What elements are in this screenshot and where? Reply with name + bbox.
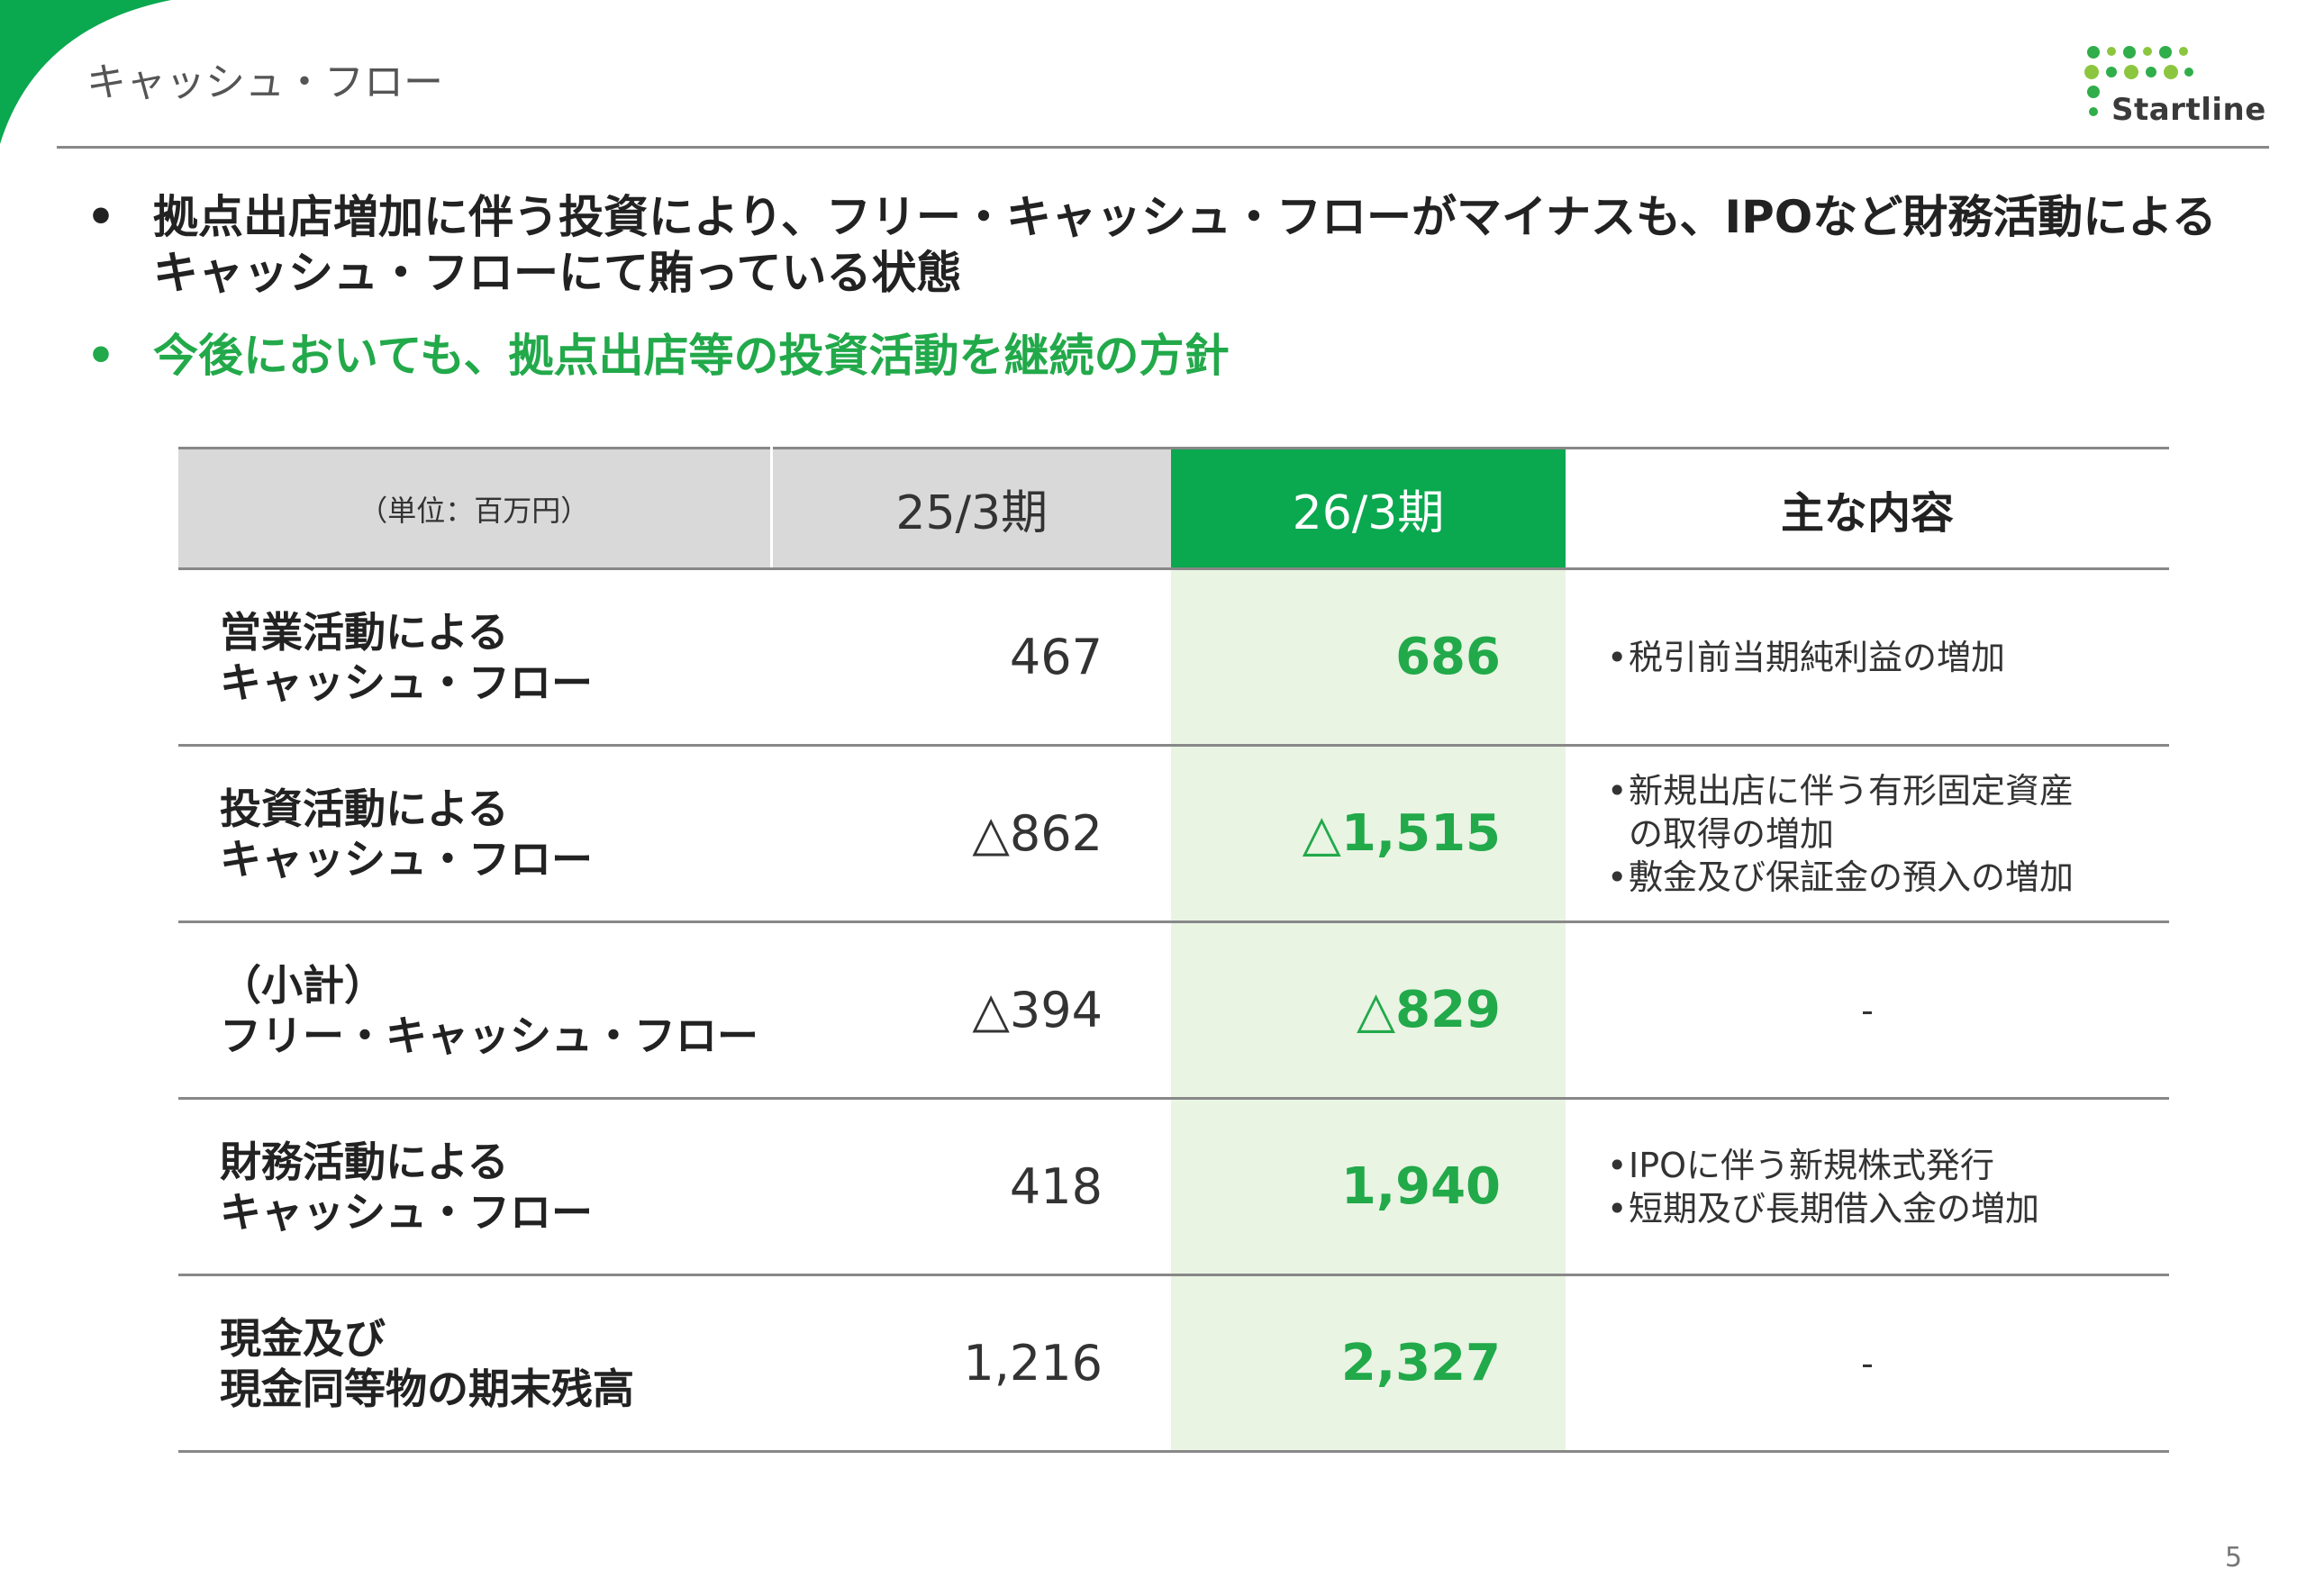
unit-label: （単位：百万円） [178, 447, 773, 570]
note-line: • 新規出店に伴う有形固定資産 [1607, 769, 2169, 812]
note-line: の取得の増加 [1607, 812, 2169, 856]
table-row: 営業活動による キャッシュ・フロー 467 686 • 税引前当期純利益の増加 [178, 568, 2169, 747]
row-label-line: 投資活動による [220, 784, 509, 833]
row-notes: • 税引前当期純利益の増加 [1566, 568, 2169, 747]
row-label-line: 財務活動による [220, 1137, 509, 1186]
bullet-marker: • [86, 330, 115, 382]
header-divider [57, 146, 2269, 149]
note-text: 敷金及び保証金の預入の増加 [1629, 857, 2074, 897]
value-current: △1,515 [1171, 745, 1566, 923]
note-marker: • [1607, 1145, 1628, 1185]
value-prev: 1,216 [771, 1274, 1171, 1453]
decorative-corner-arc [0, 0, 171, 144]
value-current: 686 [1171, 568, 1566, 747]
row-label-line: （小計） [220, 960, 386, 1010]
bullet-text: 拠点出店増加に伴う投資により、フリー・キャッシュ・フローがマイナスも、IPOなど… [153, 191, 2217, 299]
table-row: 投資活動による キャッシュ・フロー △862 △1,515 • 新規出店に伴う有形… [178, 745, 2169, 923]
value-prev: △862 [771, 745, 1171, 923]
note-line: • 税引前当期純利益の増加 [1607, 636, 2169, 679]
value-current: △829 [1171, 921, 1566, 1100]
note-line: • 敷金及び保証金の預入の増加 [1607, 856, 2169, 899]
note-text: IPOに伴う新規株式発行 [1629, 1145, 1995, 1185]
bullet-marker: • [86, 191, 115, 243]
row-notes-empty: - [1566, 921, 2169, 1100]
table-row: 財務活動による キャッシュ・フロー 418 1,940 • IPOに伴う新規株式発… [178, 1098, 2169, 1276]
table-row: （小計） フリー・キャッシュ・フロー △394 △829 - [178, 921, 2169, 1100]
note-text: の取得の増加 [1629, 813, 1835, 854]
value-current: 1,940 [1171, 1098, 1566, 1276]
note-marker: • [1607, 637, 1628, 677]
row-label-line: キャッシュ・フロー [220, 1187, 593, 1237]
table-header-row: （単位：百万円） 25/3期 26/3期 主な内容 [178, 447, 2169, 570]
row-label-line: 現金及び [220, 1313, 386, 1363]
value-current: 2,327 [1171, 1274, 1566, 1453]
note-text: 税引前当期純利益の増加 [1629, 637, 2006, 677]
row-label-line: 営業活動による [220, 607, 509, 657]
logo-dots-icon [2084, 46, 2193, 116]
cash-flow-table: （単位：百万円） 25/3期 26/3期 主な内容 営業活動による キャッシュ・… [178, 447, 2169, 1453]
row-label-line: キャッシュ・フロー [220, 657, 593, 707]
page-number: 5 [2225, 1542, 2243, 1573]
row-notes: • 新規出店に伴う有形固定資産 の取得の増加 • 敷金及び保証金の預入の増加 [1566, 745, 2169, 923]
summary-bullet: • 拠点出店増加に伴う投資により、フリー・キャッシュ・フローがマイナスも、IPO… [86, 189, 2239, 301]
logo-text: Startline [2111, 92, 2266, 128]
row-label: 財務活動による キャッシュ・フロー [178, 1098, 771, 1276]
note-marker: • [1607, 1188, 1628, 1229]
value-prev: △394 [771, 921, 1171, 1100]
row-label-line: 現金同等物の期末残高 [220, 1364, 634, 1413]
row-notes: • IPOに伴う新規株式発行 • 短期及び長期借入金の増加 [1566, 1098, 2169, 1276]
row-label: （小計） フリー・キャッシュ・フロー [178, 921, 771, 1100]
table-row: 現金及び 現金同等物の期末残高 1,216 2,327 - [178, 1274, 2169, 1453]
note-marker: • [1607, 857, 1628, 897]
note-line: • 短期及び長期借入金の増加 [1607, 1187, 2169, 1230]
page-title: キャッシュ・フロー [86, 59, 443, 105]
value-prev: 418 [771, 1098, 1171, 1276]
column-header-prev: 25/3期 [771, 447, 1171, 570]
column-header-notes: 主な内容 [1566, 447, 2169, 570]
row-label: 投資活動による キャッシュ・フロー [178, 745, 771, 923]
startline-logo: Startline [2081, 43, 2265, 133]
note-marker: • [1607, 770, 1628, 811]
row-label-line: キャッシュ・フロー [220, 834, 593, 884]
bullet-text: 今後においても、拠点出店等の投資活動を継続の方針 [153, 330, 1230, 382]
row-label: 現金及び 現金同等物の期末残高 [178, 1274, 771, 1453]
note-line: • IPOに伴う新規株式発行 [1607, 1144, 2169, 1187]
row-notes-empty: - [1566, 1274, 2169, 1453]
summary-bullets: • 拠点出店増加に伴う投資により、フリー・キャッシュ・フローがマイナスも、IPO… [86, 189, 2239, 384]
summary-bullet-highlight: • 今後においても、拠点出店等の投資活動を継続の方針 [86, 328, 2239, 384]
note-text: 新規出店に伴う有形固定資産 [1629, 770, 2074, 811]
row-label-line: フリー・キャッシュ・フロー [220, 1011, 758, 1060]
column-header-current: 26/3期 [1171, 447, 1566, 570]
value-prev: 467 [771, 568, 1171, 747]
row-label: 営業活動による キャッシュ・フロー [178, 568, 771, 747]
note-text: 短期及び長期借入金の増加 [1629, 1188, 2040, 1229]
